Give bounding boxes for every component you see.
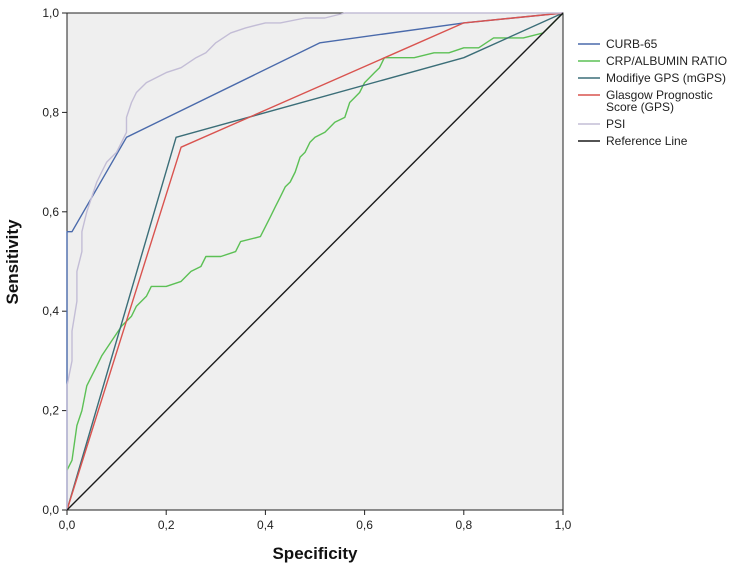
y-tick-label: 0,6 bbox=[42, 205, 59, 219]
legend-label-reference-line: Reference Line bbox=[606, 134, 688, 148]
y-tick-label: 0,2 bbox=[42, 404, 59, 418]
x-tick-label: 0,2 bbox=[158, 518, 175, 532]
series-line-reference-line bbox=[66, 12, 564, 511]
legend-label-glasgow-prognostic-score-gps: Glasgow Prognostic Score (GPS) bbox=[606, 88, 713, 114]
legend-label-crp-albumin-ratio: CRP/ALBUMIN RATIO bbox=[606, 54, 727, 68]
series-line-glasgow-prognostic-score-gps bbox=[66, 12, 564, 511]
legend: CURB-65 CRP/ALBUMIN RATIO Modifiye GPS (mG… bbox=[578, 37, 727, 148]
y-axis-title: Sensitivity bbox=[3, 219, 22, 305]
y-tick-label: 0,8 bbox=[42, 105, 59, 119]
legend-label-modifiye-gps-mgps: Modifiye GPS (mGPS) bbox=[606, 71, 726, 85]
y-axis: 0,0 0,2 0,4 0,6 0,8 1,0 bbox=[42, 6, 67, 517]
y-tick-label: 0,0 bbox=[42, 503, 59, 517]
x-tick-label: 0,8 bbox=[455, 518, 472, 532]
legend-label-psi: PSI bbox=[606, 117, 625, 131]
series-line-modifiye-gps-mgps bbox=[66, 12, 564, 511]
x-axis-title: Specificity bbox=[272, 544, 358, 563]
x-axis: 0,0 0,2 0,4 0,6 0,8 1,0 bbox=[59, 510, 572, 532]
series-lines bbox=[66, 12, 564, 511]
y-tick-label: 0,4 bbox=[42, 304, 59, 318]
x-tick-label: 0,4 bbox=[257, 518, 274, 532]
series-line-psi bbox=[66, 12, 563, 510]
legend-label-curb-65: CURB-65 bbox=[606, 37, 658, 51]
x-tick-label: 0,0 bbox=[59, 518, 76, 532]
y-tick-label: 1,0 bbox=[42, 6, 59, 20]
x-tick-label: 1,0 bbox=[555, 518, 572, 532]
x-tick-label: 0,6 bbox=[356, 518, 373, 532]
